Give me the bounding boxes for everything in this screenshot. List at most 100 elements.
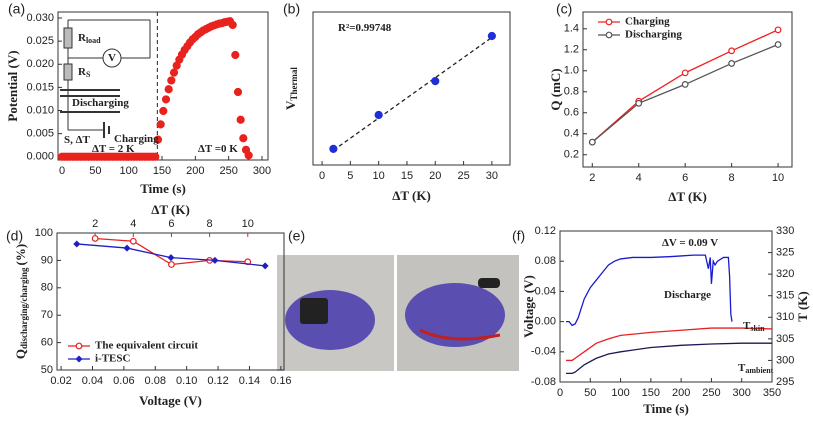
annotation: Discharging [72,97,129,109]
label-subscript: Thermal [289,67,299,101]
marker [73,240,81,248]
x-tick-label: 350 [763,387,781,399]
label-part: T (K) [795,291,810,321]
series-line [591,43,779,143]
marker [123,244,131,252]
x-axis-label: Time (s) [140,181,186,196]
y2-tick-label: 295 [776,376,794,388]
glove [285,290,375,350]
x-tick-label: 6 [682,172,688,184]
y2-tick-label: 305 [776,333,794,345]
annotation: S, ΔT [64,134,91,146]
x-tick-label: 5 [347,170,353,182]
y-tick-label: 0.12 [535,225,556,237]
annotation-subscript: load [86,36,101,45]
marker [169,68,179,77]
annotation: Tskin [743,320,765,333]
y2-tick-label: 330 [776,225,794,237]
x-tick-label: 200 [672,387,690,399]
x-tick-label: 100 [119,165,137,177]
x-tick-label: 0 [557,387,563,399]
legend-label: i-TESC [95,353,131,365]
y-axis-label: Potential (V) [5,50,20,121]
circuit [60,19,151,138]
y-tick-label: -0.08 [531,376,556,388]
y-tick-label: 0.010 [26,104,54,116]
marker [431,77,440,86]
annotation-text: ΔT =0 K [198,143,238,155]
marker [156,120,165,129]
annotation-text: Charging [114,133,159,145]
plot-frame [57,11,269,161]
y-tick-label: 0.08 [535,255,556,267]
x-tick-label: 0.12 [207,375,228,387]
x-tick-label: 300 [733,387,751,399]
wire [419,328,501,341]
label-part: (%) [13,244,28,266]
marker [374,110,383,120]
glove [405,283,505,347]
marker [605,18,613,26]
y-tick-label: 100 [35,227,53,239]
fit-line [333,36,493,151]
x-axis-label: Voltage (V) [139,393,202,408]
x-tick-label: 250 [702,387,720,399]
marker [244,151,253,160]
y-axis-label: VThermal [283,67,299,110]
annotation-text: S, ΔT [64,134,91,146]
annotation: V [108,52,116,64]
annotation-text: T [743,320,751,332]
y-tick-label: 0.8 [564,86,579,98]
panel-label: (b) [283,1,300,17]
x-tick-label: 0.14 [239,375,260,387]
marker [236,115,245,124]
series-line [566,342,772,375]
marker [167,76,176,85]
plot-frame [559,230,773,383]
annotation-text: Discharging [72,97,129,109]
y-tick-label: 1.4 [564,23,579,35]
marker [164,85,173,94]
marker [728,47,736,55]
marker [774,26,782,34]
x-tick-label: 10 [772,172,784,184]
x-tick-label: 15 [401,170,413,182]
annotation: Discharge [664,289,711,301]
annotation: Charging [114,133,159,145]
x2-tick-label: 8 [207,218,213,230]
annotation-subscript: ambient [745,366,773,375]
x-axis-label: ΔT (K) [392,188,431,203]
annotation: ΔT = 2 K [92,143,135,155]
annotation-subscript: S [86,70,91,79]
annotation-text: ΔV = 0.09 V [662,237,718,249]
annotation-subscript: skin [750,324,765,333]
voltmeter [102,48,122,68]
annotation-text: Discharge [664,289,711,301]
series-line [566,327,773,362]
x-tick-label: 0.06 [113,375,134,387]
y-tick-label: 0.04 [535,285,556,297]
plot-frame [582,11,793,168]
x-tick-label: 8 [729,172,735,184]
x-tick-label: 30 [486,170,498,182]
y-tick-label: 80 [41,282,53,294]
y2-tick-label: 325 [776,246,794,258]
y-tick-label: 90 [41,254,53,266]
y-tick-label: 1.0 [564,65,579,77]
panel-label: (a) [8,1,25,17]
resistor [63,27,73,49]
annotation: Rload [78,32,101,45]
label-part: Voltage (V) [521,275,536,338]
x-tick-label: 4 [636,172,642,184]
x-tick-label: 100 [611,387,629,399]
x-axis-label: ΔT (K) [668,189,707,204]
plot-frame [56,232,285,371]
marker [605,31,613,39]
photo: (e) [277,228,519,371]
y2-tick-label: 320 [776,268,794,280]
x-tick-label: 0.10 [176,375,197,387]
resistor [63,63,73,81]
marker [231,50,240,60]
annotation: RS [78,66,91,79]
x-tick-label: 150 [642,387,660,399]
